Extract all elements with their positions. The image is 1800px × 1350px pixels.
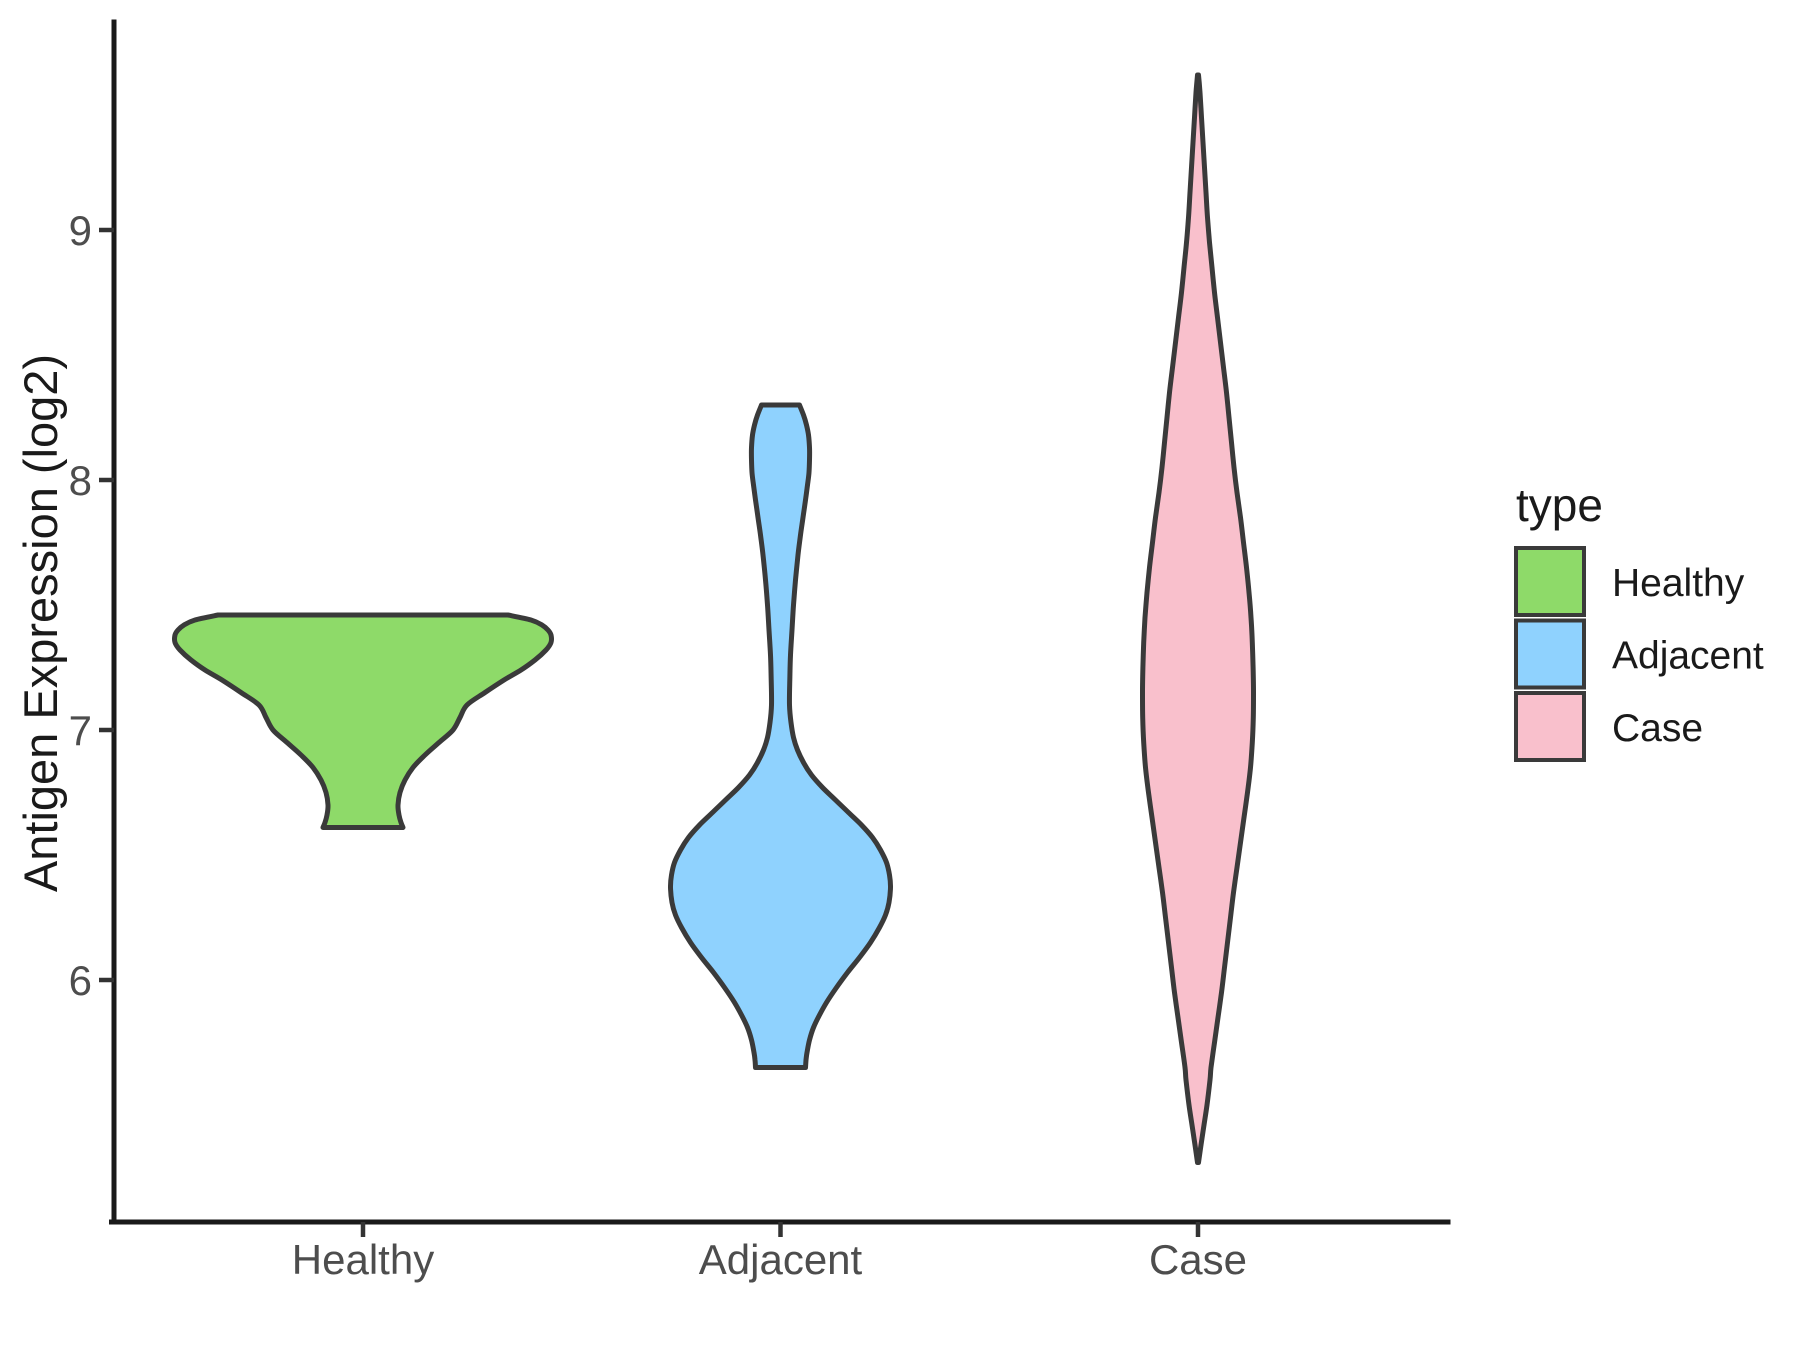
legend-title: type [1516, 479, 1603, 531]
legend-label-healthy: Healthy [1612, 562, 1745, 605]
legend-swatch-case [1514, 691, 1586, 762]
violin-case [1140, 72, 1256, 1165]
legend-swatch-healthy [1514, 546, 1586, 617]
y-tick-label-8: 8 [69, 457, 92, 504]
legend-label-adjacent: Adjacent [1612, 635, 1764, 678]
axes [99, 19, 1451, 1237]
y-tick-label-9: 9 [69, 207, 92, 254]
x-tick-label-adjacent: Adjacent [699, 1236, 863, 1283]
y-axis-title: Antigen Expression (log2) [14, 354, 67, 892]
legend-swatch-adjacent [1514, 618, 1586, 690]
y-tick-label-7: 7 [69, 707, 92, 754]
violins [172, 72, 1256, 1165]
y-axis-tick-labels: 9 8 7 6 [69, 207, 92, 1004]
legend: type Healthy Adjacent Case [1514, 479, 1764, 762]
legend-label-case: Case [1612, 707, 1703, 750]
x-axis-tick-labels: Healthy Adjacent Case [292, 1236, 1247, 1283]
violin-adjacent [667, 402, 894, 1070]
y-tick-label-6: 6 [69, 957, 92, 1004]
x-tick-label-healthy: Healthy [292, 1236, 434, 1283]
x-tick-label-case: Case [1149, 1236, 1247, 1283]
violin-healthy [172, 612, 554, 830]
